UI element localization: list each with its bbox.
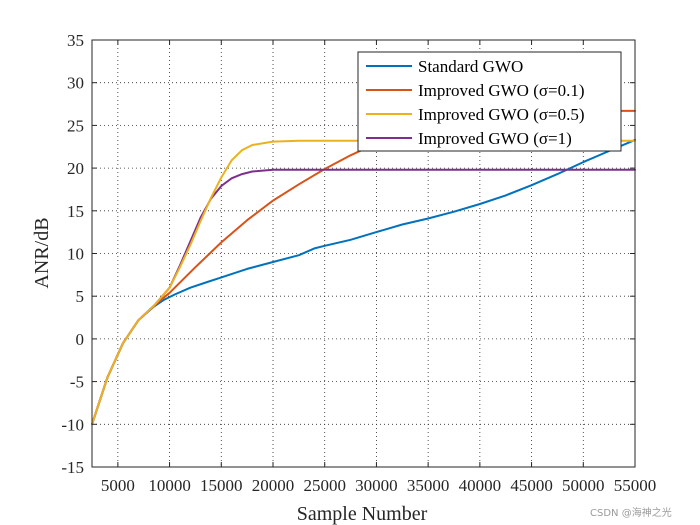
x-tick-label: 10000: [148, 476, 191, 495]
y-tick-label: -5: [70, 373, 84, 392]
x-tick-label: 45000: [510, 476, 553, 495]
legend: Standard GWO Improved GWO (σ=0.1) Improv…: [357, 51, 622, 152]
legend-label-standard-gwo: Standard GWO: [418, 57, 523, 76]
watermark-text: CSDN @海神之光: [590, 506, 672, 519]
x-tick-label: 40000: [459, 476, 502, 495]
x-tick-label: 55000: [614, 476, 657, 495]
y-tick-label: 25: [67, 116, 84, 135]
x-tick-label: 5000: [101, 476, 135, 495]
legend-label-improved-gwo-0-1: Improved GWO (σ=0.1): [418, 81, 585, 100]
legend-label-improved-gwo-0-5: Improved GWO (σ=0.5): [418, 105, 585, 124]
y-tick-label: 30: [67, 74, 84, 93]
x-tick-label: 25000: [303, 476, 346, 495]
y-tick-label: 20: [67, 159, 84, 178]
x-tick-label: 15000: [200, 476, 243, 495]
y-tick-label: -15: [61, 458, 84, 477]
x-tick-label: 50000: [562, 476, 605, 495]
y-axis-ticks: -15 -10 -5 0 5 10 15 20 25 30 35: [61, 31, 635, 477]
x-axis-ticks: 5000 10000 15000 20000 25000 30000 35000 40000 4…: [101, 40, 656, 495]
x-tick-label: 30000: [355, 476, 398, 495]
x-tick-label: 35000: [407, 476, 450, 495]
y-tick-label: 5: [76, 287, 85, 306]
y-tick-label: 35: [67, 31, 84, 50]
y-tick-label: 0: [76, 330, 85, 349]
x-axis-label: Sample Number: [297, 503, 428, 525]
y-axis-label: ANR/dB: [31, 217, 53, 288]
y-tick-label: 15: [67, 202, 84, 221]
y-tick-label: -10: [61, 415, 84, 434]
legend-box: [357, 51, 622, 152]
y-tick-label: 10: [67, 245, 84, 264]
series-line-standard-gwo: [91, 138, 636, 426]
legend-label-improved-gwo-1: Improved GWO (σ=1): [418, 129, 572, 148]
x-tick-label: 20000: [252, 476, 295, 495]
